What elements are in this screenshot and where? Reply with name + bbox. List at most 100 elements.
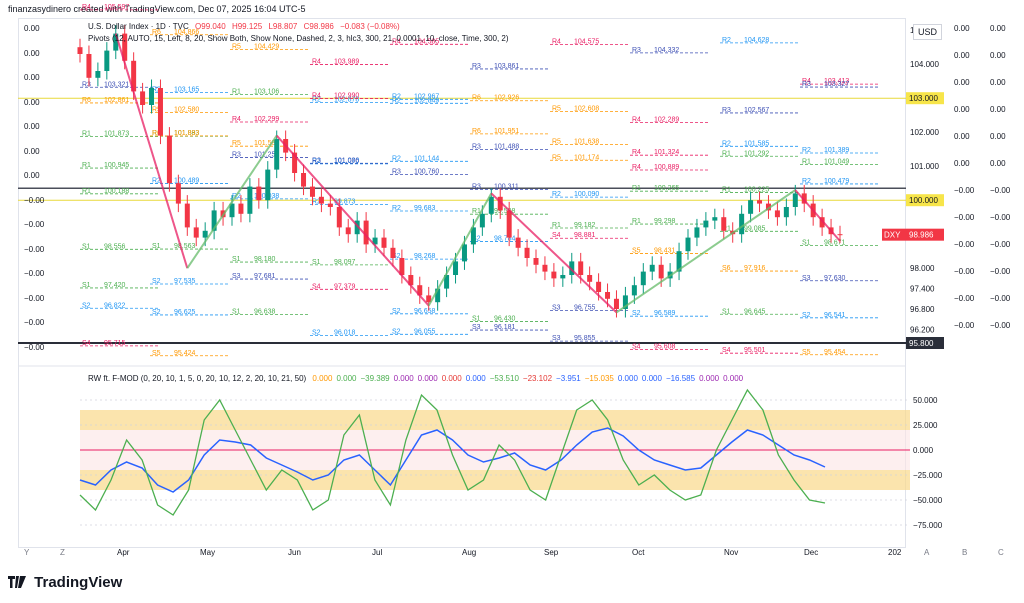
time-axis-tick: Jul bbox=[372, 548, 382, 557]
pivot-value: 102.967 bbox=[414, 93, 439, 100]
pivot-label: R4 bbox=[552, 39, 561, 46]
pivot-label: S1 bbox=[472, 316, 481, 323]
pivot-label: S5 bbox=[632, 248, 641, 255]
pivot-value: 98.431 bbox=[654, 248, 676, 255]
side-value: −0.00 bbox=[24, 195, 45, 205]
pivot-value: 96.625 bbox=[174, 309, 196, 316]
pivot-label: R1 bbox=[232, 89, 241, 96]
side-value: 0.00 bbox=[954, 132, 970, 141]
pivot-value: 96.541 bbox=[824, 312, 846, 319]
pivot-label: R4 bbox=[632, 149, 641, 156]
pivot-label: R3 bbox=[632, 47, 641, 54]
pivot-value: 99.873 bbox=[334, 199, 356, 206]
pivot-value: 102.289 bbox=[654, 116, 679, 123]
zigzag-line bbox=[490, 192, 618, 314]
pivot-label: R3 bbox=[312, 157, 321, 164]
pivot-label: S6 bbox=[722, 265, 731, 272]
axis-corner-letter: A bbox=[924, 548, 930, 557]
pivot-value: 101.324 bbox=[654, 149, 679, 156]
candle-body bbox=[551, 271, 557, 279]
pivot-label: R3 bbox=[722, 107, 731, 114]
candle-body bbox=[247, 186, 253, 214]
pivot-value: 102.878 bbox=[334, 96, 359, 103]
pivot-label: R2 bbox=[722, 140, 731, 147]
pivot-label: S4 bbox=[552, 232, 561, 239]
candle-body bbox=[605, 292, 611, 299]
oscillator-value: −15.035 bbox=[584, 374, 614, 383]
pivot-label: R2 bbox=[392, 155, 401, 162]
ohlc-close: C98.986 bbox=[303, 22, 334, 31]
side-value: 0.00 bbox=[24, 171, 40, 180]
chart-credit: finanzasydinero created with TradingView… bbox=[8, 4, 306, 14]
side-value: −0.00 bbox=[24, 244, 45, 254]
pivot-label: R5 bbox=[552, 139, 561, 146]
price-axis-tick: 98.000 bbox=[910, 264, 935, 273]
pivot-label: S2 bbox=[392, 308, 401, 315]
candle-body bbox=[703, 220, 709, 228]
pivot-label: R2 bbox=[392, 93, 401, 100]
pivot-label: R2 bbox=[722, 37, 731, 44]
pivot-label: R1 bbox=[82, 162, 91, 169]
currency-button[interactable]: USD bbox=[913, 24, 943, 40]
pivot-value: 100.188 bbox=[104, 188, 129, 195]
main-legend: U.S. Dollar Index · 1D · TVC O99.040 H99… bbox=[88, 22, 404, 31]
pivot-value: 102.608 bbox=[574, 106, 599, 113]
pivot-value: 96.018 bbox=[334, 330, 356, 337]
pivot-value: 102.567 bbox=[744, 107, 769, 114]
tradingview-footer[interactable]: TradingView bbox=[8, 574, 122, 591]
price-axis-tick: 95.800 bbox=[909, 339, 934, 348]
price-axis-marker bbox=[906, 337, 944, 349]
time-axis-tick: 202 bbox=[888, 548, 902, 557]
candle-body bbox=[488, 196, 494, 214]
candle-body bbox=[229, 203, 235, 218]
pivots-legend[interactable]: Pivots (12, AUTO, 15, Left, 8, 20, Show … bbox=[88, 34, 509, 43]
pivot-label: S3 bbox=[232, 273, 241, 280]
symbol-title[interactable]: U.S. Dollar Index · 1D · TVC bbox=[88, 22, 189, 31]
candle-body bbox=[166, 135, 172, 184]
pivot-value: 101.488 bbox=[494, 144, 519, 151]
axis-corner-letter: C bbox=[998, 548, 1004, 557]
pivot-value: 98.784 bbox=[494, 236, 516, 243]
candle-body bbox=[274, 139, 280, 170]
oscillator-value: 0.000 bbox=[312, 374, 333, 383]
chart-frame bbox=[18, 18, 906, 548]
pivot-label: R1 bbox=[152, 130, 161, 137]
pivot-label: R2 bbox=[312, 96, 321, 103]
side-value: −0.00 bbox=[24, 220, 45, 229]
pivot-value: 95.501 bbox=[744, 347, 766, 354]
oscillator-legend[interactable]: RW ft. F-MOD (0, 20, 10, 1, 5, 0, 20, 10… bbox=[88, 374, 747, 383]
pivot-value: 96.658 bbox=[414, 308, 436, 315]
pivot-label: S2 bbox=[392, 253, 401, 260]
side-value: 0.00 bbox=[24, 122, 40, 131]
pivot-value: 100.265 bbox=[654, 185, 679, 192]
candle-body bbox=[470, 227, 476, 245]
pivot-value: 101.086 bbox=[334, 157, 359, 164]
side-value: −0.00 bbox=[24, 269, 45, 278]
candle-body bbox=[336, 207, 342, 228]
osc-axis-tick: 0.000 bbox=[913, 446, 934, 455]
side-value: −0.00 bbox=[990, 267, 1011, 276]
side-value: −0.00 bbox=[954, 267, 975, 276]
pivot-label: R3 bbox=[392, 168, 401, 175]
footer-brand: TradingView bbox=[34, 574, 123, 591]
pivot-value: 101.873 bbox=[104, 131, 129, 138]
pivot-label: S1 bbox=[152, 243, 161, 250]
candle-body bbox=[140, 91, 146, 105]
pivot-value: 103.321 bbox=[104, 81, 129, 88]
pivot-value: 104.585 bbox=[414, 38, 439, 45]
pivot-label: R4 bbox=[802, 78, 811, 85]
axis-corner-letter: Z bbox=[60, 548, 65, 557]
candle-body bbox=[640, 271, 646, 286]
oscillator-value: −53.510 bbox=[489, 374, 519, 383]
pivot-value: 101.144 bbox=[414, 155, 439, 162]
pivot-label: S5 bbox=[152, 350, 161, 357]
pivot-value: 96.638 bbox=[254, 309, 276, 316]
pivot-value: 100.760 bbox=[414, 168, 439, 175]
osc-series-line bbox=[79, 427, 826, 493]
pivot-label: R2 bbox=[152, 87, 161, 94]
side-value: −0.00 bbox=[990, 186, 1011, 195]
side-value: 0.00 bbox=[990, 132, 1006, 141]
side-value: 0.00 bbox=[990, 51, 1006, 60]
pivot-value: 96.055 bbox=[414, 328, 436, 335]
